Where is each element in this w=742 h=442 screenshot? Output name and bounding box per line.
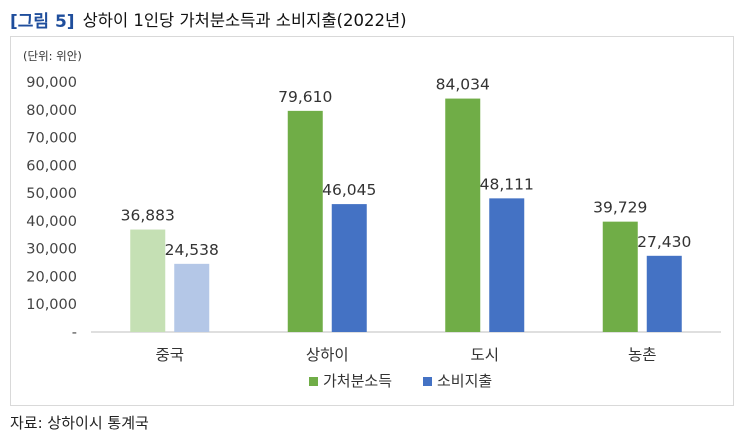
data-label: 39,729 [593,199,647,217]
y-tick-label: 50,000 [26,186,77,202]
figure-title: 상하이 1인당 가처분소득과 소비지출(2022년) [82,11,407,30]
y-tick-label: - [72,325,77,341]
x-category-label: 농촌 [628,346,657,364]
bar-income-1 [287,110,323,332]
data-label: 24,538 [165,241,219,259]
bar-income-2 [445,98,481,332]
legend-label: 소비지출 [437,372,492,390]
bar-spending-1 [331,204,367,332]
y-tick-label: 90,000 [26,75,77,91]
x-category-label: 상하이 [306,346,349,364]
y-tick-label: 30,000 [26,242,77,258]
legend-swatch-0 [309,377,318,386]
y-tick-label: 80,000 [26,103,77,119]
data-label: 27,430 [637,233,691,251]
y-tick-label: 70,000 [26,131,77,147]
bar-spending-0 [174,263,210,332]
data-label: 36,883 [121,207,175,225]
x-category-label: 중국 [155,346,184,364]
data-label: 84,034 [436,76,490,94]
source-note: 자료: 상하이시 통계국 [10,414,149,432]
data-label: 79,610 [278,88,332,106]
y-tick-label: 40,000 [26,214,77,230]
figure-label: [그림 5] [10,11,75,32]
bar-income-3 [602,221,638,332]
chart-area: (단위: 위안) - 10,000 20,000 30,000 40,000 50,000 6… [10,36,734,406]
data-label: 48,111 [480,175,534,193]
legend-label: 가처분소득 [323,372,392,390]
y-tick-label: 10,000 [26,297,77,313]
bar-chart: (단위: 위안) - 10,000 20,000 30,000 40,000 50,000 6… [23,49,721,390]
bar-spending-2 [489,198,525,332]
bar-income-0 [130,229,166,332]
legend-swatch-1 [423,377,432,386]
bar-spending-3 [646,255,682,332]
y-tick-label: 20,000 [26,269,77,285]
y-tick-label: 60,000 [26,158,77,174]
unit-note: (단위: 위안) [23,49,82,63]
x-category-label: 도시 [470,346,499,364]
figure-title-bar: [그림 5] 상하이 1인당 가처분소득과 소비지출(2022년) [10,6,730,32]
data-label: 46,045 [322,181,376,199]
